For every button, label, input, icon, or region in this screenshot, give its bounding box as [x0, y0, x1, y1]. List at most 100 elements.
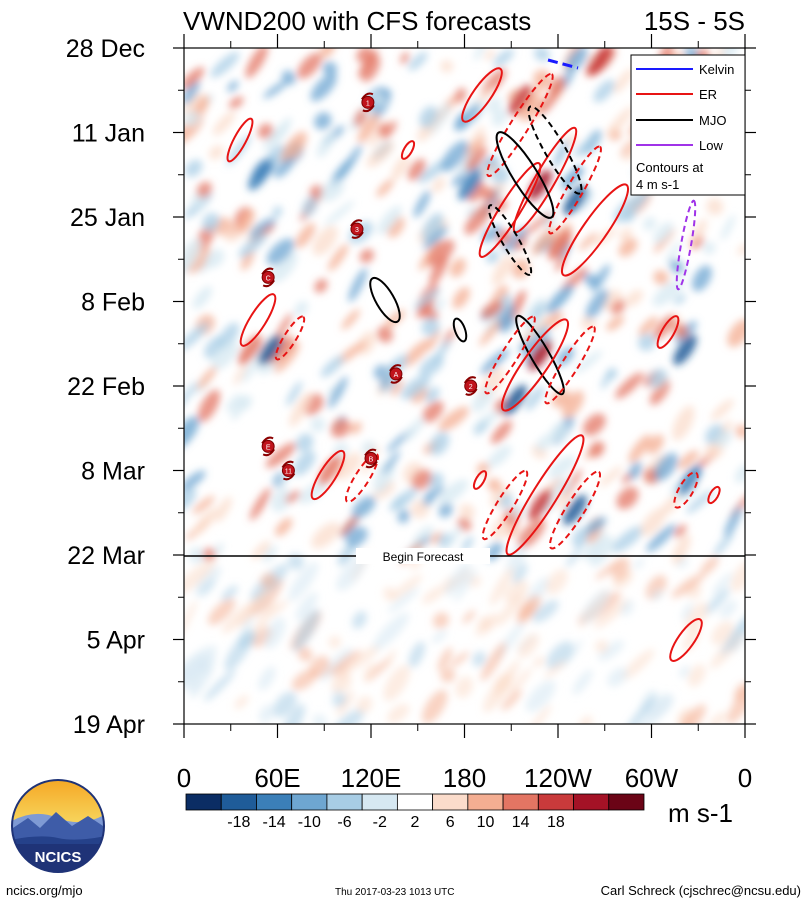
storm-marker: 1 — [361, 92, 375, 113]
colorbar-swatch — [256, 793, 293, 811]
legend-label-mjo: MJO — [699, 113, 726, 128]
wave-contour — [548, 470, 602, 550]
footer-author: Carl Schreck (cjschrec@ncsu.edu) — [600, 883, 801, 898]
storm-label: A — [394, 372, 399, 379]
wave-contour — [656, 315, 680, 349]
chart-region: 15S - 5S — [644, 6, 745, 36]
colorbar-tick-label: -10 — [298, 814, 321, 831]
colorbar-swatch — [185, 793, 222, 811]
colorbar-swatch — [537, 793, 574, 811]
x-axis: 0 60E 120E 180 120W 60W 0 — [177, 34, 752, 793]
wave-contour — [515, 314, 565, 396]
wave-contour — [345, 452, 379, 504]
wave-contour — [527, 105, 583, 195]
y-tick-label: 22 Mar — [67, 542, 145, 570]
colorbar-swatch — [608, 793, 645, 811]
colorbar-tick-label: -2 — [373, 814, 387, 831]
colorbar: -18 -14 -10 -6 -2 2 6 10 14 18 — [185, 793, 645, 831]
storm-label: 3 — [355, 227, 359, 234]
storm-label: E — [266, 444, 271, 451]
legend-note-line2: 4 m s-1 — [636, 177, 679, 192]
x-tick-label: 60W — [625, 763, 679, 793]
y-tick-label: 8 Mar — [81, 458, 145, 486]
wave-contour — [505, 434, 585, 556]
wave-contour — [487, 204, 533, 276]
wave-contour — [500, 318, 570, 412]
colorbar-tick-label: -14 — [263, 814, 286, 831]
storm-marker: E — [261, 436, 275, 457]
y-tick-label: 25 Jan — [70, 204, 145, 232]
x-tick-label: 180 — [443, 763, 486, 793]
wave-contours — [226, 58, 721, 662]
colorbar-swatch — [432, 793, 469, 811]
colorbar-swatch — [291, 793, 328, 811]
storm-label: C — [266, 275, 271, 282]
wave-contour — [484, 315, 536, 395]
kelvin-contour — [547, 58, 579, 70]
colorbar-tick-label: -6 — [337, 814, 351, 831]
storm-label: 11 — [285, 469, 292, 476]
wave-contour — [369, 276, 401, 324]
colorbar-swatch — [361, 793, 398, 811]
wave-contour — [226, 117, 254, 163]
storm-marker: A — [389, 364, 403, 384]
colorbar-tick-label: 2 — [411, 814, 420, 831]
wave-contour — [560, 183, 630, 277]
ncics-logo: NCICS — [11, 779, 105, 873]
forecast-label-bg — [356, 548, 490, 564]
x-tick-label: 120E — [341, 763, 402, 793]
storm-marker: 3 — [350, 219, 364, 239]
footer-url: ncics.org/mjo — [6, 883, 83, 898]
storm-marker: 11 — [281, 460, 296, 481]
wave-contour — [544, 325, 596, 405]
y-tick-label: 28 Dec — [66, 35, 145, 63]
footer-timestamp: Thu 2017-03-23 1013 UTC — [335, 887, 455, 898]
colorbar-tick-label: -18 — [227, 814, 250, 831]
colorbar-swatch — [396, 793, 434, 811]
chart-title: VWND200 with CFS forecasts — [183, 6, 531, 36]
colorbar-units: m s-1 — [668, 798, 733, 828]
x-tick-label: 0 — [177, 763, 191, 793]
y-axis: 28 Dec 11 Jan 25 Jan 8 Feb 22 Feb 8 Mar 22 Mar… — [66, 35, 756, 739]
y-tick-label: 11 Jan — [72, 120, 145, 148]
storm-marker: C — [261, 267, 275, 288]
y-tick-label: 22 Feb — [67, 373, 145, 401]
wave-contour — [495, 131, 555, 219]
colorbar-swatch — [467, 793, 504, 811]
storm-markers: 1 3 C A 2 E B 11 — [261, 92, 478, 481]
legend: Kelvin ER MJO Low Contours at 4 m s-1 — [630, 54, 746, 196]
legend-note-line1: Contours at — [636, 160, 704, 175]
wave-contour — [675, 199, 697, 291]
storm-marker: B — [364, 448, 378, 469]
wave-contour — [310, 449, 346, 501]
colorbar-tick-label: 14 — [512, 814, 530, 831]
colorbar-tick-label: 10 — [477, 814, 495, 831]
wave-contour — [673, 471, 699, 509]
wave-contour — [400, 140, 416, 160]
wave-contour — [478, 162, 542, 258]
storm-label: 2 — [469, 384, 473, 391]
wave-contour — [707, 485, 721, 505]
colorbar-swatch — [220, 793, 257, 811]
storm-label: 1 — [366, 100, 370, 107]
x-tick-label: 60E — [254, 763, 300, 793]
colorbar-swatch — [573, 793, 610, 811]
forecast-marker: Begin Forecast — [184, 548, 745, 564]
y-tick-label: 19 Apr — [73, 711, 145, 739]
wave-contour — [669, 618, 703, 662]
legend-label-low: Low — [699, 138, 723, 153]
y-tick-label: 5 Apr — [87, 627, 145, 655]
forecast-label: Begin Forecast — [383, 550, 464, 564]
wave-contour — [461, 67, 503, 123]
y-tick-label: 8 Feb — [81, 289, 145, 317]
legend-label-er: ER — [699, 87, 717, 102]
wave-contour — [486, 72, 554, 178]
colorbar-swatch — [502, 793, 539, 811]
x-tick-label: 120W — [524, 763, 592, 793]
storm-marker: 2 — [463, 376, 478, 396]
wave-contour — [274, 315, 306, 361]
x-tick-label: 0 — [738, 763, 752, 793]
wave-contour — [472, 470, 488, 490]
colorbar-tick-label: 6 — [446, 814, 455, 831]
